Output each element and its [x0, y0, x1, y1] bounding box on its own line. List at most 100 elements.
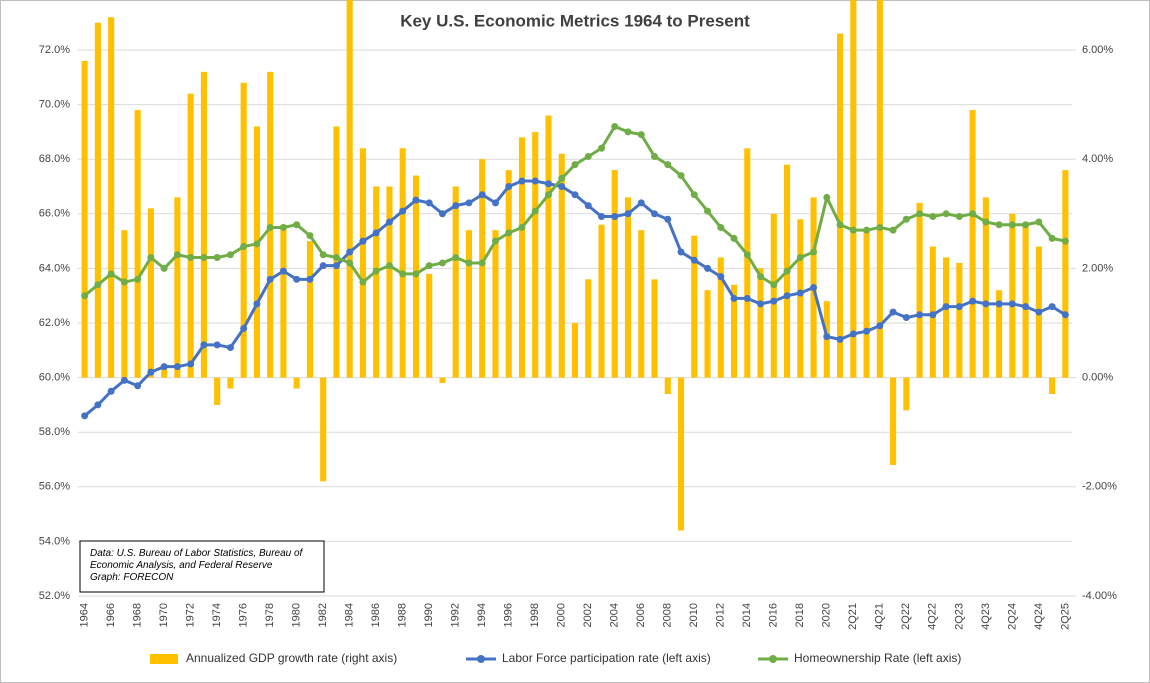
bar: [479, 159, 486, 378]
bar: [730, 284, 738, 378]
bar: [532, 131, 539, 378]
chart-title: Key U.S. Economic Metrics 1964 to Presen…: [400, 11, 750, 30]
line-marker: [385, 218, 393, 226]
line-marker: [452, 253, 460, 261]
bar: [505, 170, 512, 378]
lines: [81, 122, 1069, 420]
x-tick-label: 2Q23: [953, 603, 965, 630]
line-marker: [929, 311, 937, 319]
line-marker: [1061, 237, 1069, 245]
line-marker: [690, 191, 698, 199]
x-tick-label: 1980: [291, 603, 303, 627]
line-marker: [240, 243, 248, 251]
bar: [280, 224, 287, 378]
line-marker: [955, 303, 963, 311]
bar: [1009, 213, 1016, 378]
line-marker: [544, 180, 552, 188]
line-marker: [491, 199, 499, 207]
x-tick-label: 2004: [609, 603, 621, 627]
line-marker: [518, 177, 526, 185]
bar: [903, 377, 910, 411]
bar: [704, 290, 711, 378]
x-tick-label: 1976: [238, 603, 250, 627]
line-marker: [571, 191, 579, 199]
legend-label: Labor Force participation rate (left axi…: [502, 651, 711, 665]
bar: [174, 197, 181, 378]
line-marker: [1035, 218, 1043, 226]
annotation-line: Economic Analysis, and Federal Reserve: [90, 560, 273, 571]
line-marker: [253, 300, 261, 308]
line-marker: [849, 226, 857, 234]
line-marker: [187, 253, 195, 261]
x-tick-label: 4Q24: [1033, 603, 1045, 630]
bar: [916, 202, 923, 378]
line-marker: [611, 213, 619, 221]
bar: [373, 186, 380, 378]
line-marker: [531, 177, 539, 185]
bar: [518, 137, 526, 378]
y-tick-label: 64.0%: [39, 262, 70, 274]
bar: [492, 230, 499, 378]
line-marker: [995, 300, 1003, 308]
line-marker: [425, 199, 433, 207]
line-marker: [876, 223, 884, 231]
x-tick-label: 1968: [132, 603, 144, 627]
bar: [187, 93, 194, 378]
line-marker: [1008, 221, 1016, 229]
line-marker: [478, 259, 486, 267]
bar: [200, 71, 207, 378]
y-tick-label: 72.0%: [39, 44, 70, 56]
line-marker: [558, 174, 566, 182]
x-tick-label: 2Q21: [847, 603, 859, 630]
bar: [227, 377, 234, 389]
line-marker: [836, 335, 844, 343]
x-tick-label: 2008: [662, 603, 674, 627]
x-tick-label: 1986: [370, 603, 382, 627]
x-tick-label: 4Q21: [874, 603, 886, 630]
x-tick-label: 1994: [476, 603, 488, 627]
line-marker: [200, 341, 208, 349]
y2-tick-label: -4.00%: [1082, 590, 1117, 602]
line-marker: [783, 267, 791, 275]
bar: [770, 213, 777, 378]
x-tick-label: 1974: [211, 603, 223, 627]
bar: [757, 268, 764, 378]
bar: [426, 273, 433, 378]
line-marker: [399, 207, 407, 215]
legend-marker: [769, 655, 777, 663]
line-marker: [1022, 221, 1030, 229]
y-tick-label: 58.0%: [39, 426, 70, 438]
line-marker: [889, 226, 897, 234]
line-marker: [1061, 311, 1069, 319]
line-marker: [266, 275, 274, 283]
bar: [651, 279, 658, 378]
line-marker: [796, 289, 804, 297]
line-marker: [1022, 303, 1030, 311]
line-marker: [969, 297, 977, 305]
line-marker: [359, 237, 367, 245]
x-tick-label: 2012: [715, 603, 727, 627]
line-marker: [584, 152, 592, 160]
bar: [677, 377, 685, 531]
bar: [386, 186, 393, 378]
line-marker: [584, 202, 592, 210]
bar: [306, 241, 313, 378]
bar: [717, 257, 724, 378]
bar: [598, 224, 605, 378]
x-tick-label: 2002: [582, 603, 594, 627]
line-marker: [465, 259, 473, 267]
line-marker: [942, 303, 950, 311]
bar: [691, 235, 698, 378]
x-tick-label: 2020: [821, 603, 833, 627]
bar: [333, 126, 340, 378]
line-marker: [213, 253, 221, 261]
y2-tick-label: -2.00%: [1082, 481, 1117, 493]
bar: [359, 148, 366, 378]
bar: [1022, 224, 1029, 378]
line-marker: [704, 207, 712, 215]
line-marker: [637, 131, 645, 139]
bar: [545, 115, 552, 378]
y-tick-label: 52.0%: [39, 590, 70, 602]
line-marker: [134, 382, 142, 390]
